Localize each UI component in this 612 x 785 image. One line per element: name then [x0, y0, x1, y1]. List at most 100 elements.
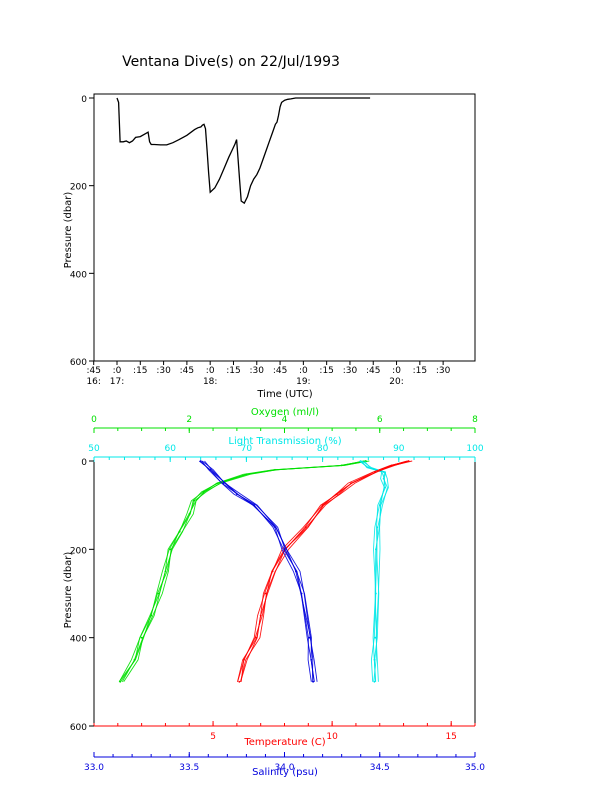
- transmission-point: [376, 526, 379, 529]
- temperature-point: [255, 636, 257, 639]
- oxygen-point: [274, 468, 276, 471]
- temperature-tick-label: 5: [210, 732, 216, 742]
- salinity-tick-label: 35.0: [465, 763, 485, 773]
- oxygen-point: [150, 614, 153, 617]
- profile-y-tick-label: 200: [70, 546, 87, 556]
- salinity-point: [199, 460, 202, 462]
- oxygen-point: [157, 592, 160, 595]
- temperature-point: [390, 464, 393, 467]
- temperature-profile-line: [237, 460, 410, 682]
- oxygen-point: [164, 570, 167, 573]
- transmission-point: [374, 636, 377, 639]
- salinity-point: [312, 680, 314, 683]
- temperature-profile-line: [237, 460, 407, 682]
- oxygen-point: [193, 499, 195, 502]
- x-tick-label: :45: [180, 366, 194, 376]
- temperature-point: [407, 460, 410, 462]
- salinity-point: [274, 526, 276, 529]
- chart-title: Ventana Dive(s) on 22/Jul/1993: [122, 54, 340, 70]
- profile-axes: 0 2 4 6 8 50 60 70 80 90 100 5 10 15 33.0 33.5 34.0 34.5 3…: [84, 415, 485, 773]
- transmission-point: [359, 460, 362, 462]
- x-tick-label: :30: [436, 366, 451, 376]
- salinity-profile-line: [198, 460, 312, 682]
- x-tick-label: :0: [113, 366, 122, 376]
- oxygen-profile-line: [118, 460, 365, 683]
- x-tick-label: :15: [413, 366, 427, 376]
- transmission-axis-label: Light Transmission (%): [228, 436, 341, 447]
- transmission-point: [375, 592, 377, 595]
- profile-y-tick-label: 600: [70, 723, 87, 733]
- temperature-profile-line: [240, 460, 413, 682]
- oxygen-profile-line: [120, 460, 367, 683]
- transmission-point: [378, 504, 381, 507]
- y-tick-label: 0: [81, 95, 87, 105]
- transmission-tick-label: 90: [393, 444, 405, 454]
- salinity-axis-label: Salinity (psu): [252, 767, 318, 778]
- oxygen-point: [188, 513, 191, 515]
- x-tick-hour-label: 20:: [389, 377, 403, 387]
- salinity-point: [310, 658, 313, 661]
- salinity-point: [308, 636, 311, 639]
- salinity-point: [253, 504, 255, 507]
- oxygen-point: [169, 548, 172, 551]
- x-tick-label: :30: [156, 366, 171, 376]
- oxygen-tick-label: 0: [91, 415, 97, 425]
- pressure-trace: [116, 97, 371, 205]
- x-tick-label: :15: [319, 366, 333, 376]
- x-tick-label: :45: [273, 366, 287, 376]
- transmission-point: [384, 486, 386, 489]
- temperature-point: [243, 658, 245, 661]
- y-tick-label: 200: [70, 183, 87, 193]
- x-tick-label: :30: [250, 366, 265, 376]
- oxygen-point: [216, 482, 219, 484]
- salinity-profile-line: [204, 460, 318, 682]
- salinity-tick-label: 33.5: [179, 763, 199, 773]
- temperature-point: [336, 493, 338, 495]
- transmission-tick-label: 50: [88, 444, 100, 454]
- oxygen-profile-line: [118, 460, 365, 683]
- temperature-profile-line: [240, 460, 411, 682]
- profile-y-ticks: 0 200 400 600: [70, 458, 94, 733]
- transmission-profile-line: [364, 460, 389, 682]
- x-tick-hour-label: 18:: [203, 377, 217, 387]
- transmission-point: [367, 466, 370, 469]
- temperature-tick-label: 10: [326, 732, 338, 742]
- transmission-point: [373, 658, 376, 661]
- x-tick-hour-label: 19:: [296, 377, 310, 387]
- temperature-point: [264, 592, 267, 595]
- x-tick-label: :45: [86, 366, 100, 376]
- oxygen-tick-label: 6: [377, 415, 383, 425]
- oxygen-point: [245, 473, 248, 476]
- transmission-profile-line: [358, 460, 385, 682]
- oxygen-point: [340, 464, 343, 467]
- time-series-frame: [93, 93, 476, 362]
- temperature-tick-label: 15: [445, 732, 456, 742]
- salinity-point: [222, 482, 225, 484]
- oxygen-profile-line: [121, 460, 368, 683]
- x-tick-label: :0: [206, 366, 215, 376]
- x-tick-hour-label: 17:: [110, 377, 124, 387]
- temperature-axis-label: Temperature (C): [243, 737, 325, 748]
- oxygen-point: [140, 636, 143, 639]
- transmission-tick-label: 60: [164, 444, 176, 454]
- profile-y-tick-label: 400: [70, 635, 87, 645]
- profile-y-tick-label: 0: [81, 458, 87, 468]
- x-tick-label: :0: [299, 366, 308, 376]
- salinity-point: [295, 570, 297, 573]
- y-tick-label: 400: [70, 270, 87, 280]
- transmission-tick-label: 100: [466, 444, 483, 454]
- temperature-point: [238, 680, 241, 683]
- salinity-tick-label: 33.0: [84, 763, 104, 773]
- transmission-point: [382, 471, 385, 473]
- salinity-point: [236, 493, 238, 495]
- temperature-point: [259, 614, 262, 617]
- salinity-profile-line: [201, 460, 315, 682]
- profile-series: [118, 460, 413, 683]
- salinity-point: [209, 468, 212, 471]
- oxygen-point: [202, 491, 205, 493]
- x-tick-label: :45: [366, 366, 380, 376]
- oxygen-axis-label: Oxygen (ml/l): [251, 407, 319, 418]
- temperature-point: [271, 570, 274, 573]
